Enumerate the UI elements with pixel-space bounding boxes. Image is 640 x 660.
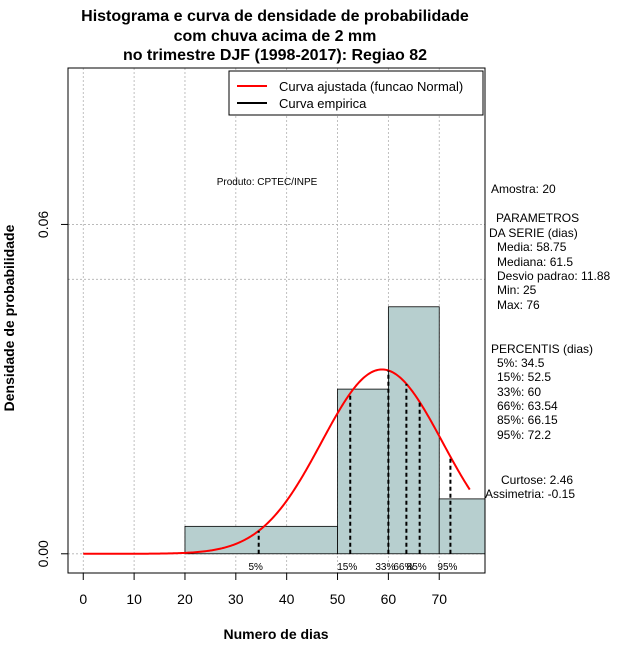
- x-tick-label-2: 20: [177, 591, 193, 607]
- x-tick-label-7: 70: [431, 591, 447, 607]
- stats-p66: 66%: 63.54: [497, 399, 558, 413]
- stats-percentiles-title: PERCENTIS (dias): [491, 342, 593, 356]
- stats-p95: 95%: 72.2: [497, 428, 551, 442]
- stats-p5: 5%: 34.5: [497, 356, 545, 370]
- stats-mean: Media: 58.75: [497, 240, 567, 254]
- legend-fit-label: Curva ajustada (funcao Normal): [279, 79, 463, 94]
- stats-min: Min: 25: [497, 283, 537, 297]
- stats-p15: 15%: 52.5: [497, 370, 551, 384]
- stats-sample: Amostra: 20: [491, 182, 556, 196]
- chart-title-line-2: com chuva acima de 2 mm: [174, 28, 377, 45]
- x-tick-label-3: 30: [228, 591, 244, 607]
- y-tick-label-0: 0.00: [35, 540, 51, 567]
- chart-title-line-3: no trimestre DJF (1998-2017): Regiao 82: [123, 47, 427, 64]
- bar-1: [337, 388, 389, 555]
- product-annotation: Produto: CPTEC/INPE: [217, 177, 318, 188]
- legend-box: [228, 70, 484, 116]
- y-axis-label: Densidade de probabilidade: [1, 224, 17, 411]
- stats-p85: 85%: 66.15: [497, 413, 558, 427]
- legend: Curva ajustada (funcao Normal) Curva emp…: [228, 70, 484, 116]
- x-tick-label-1: 10: [126, 591, 142, 607]
- stats-p33: 33%: 60: [497, 385, 541, 399]
- stats-parameters-title: PARAMETROS: [496, 211, 579, 225]
- stats-max: Max: 76: [497, 298, 540, 312]
- chart-title-line-1: Histograma e curva de densidade de proba…: [81, 8, 469, 25]
- x-axis: 0 10 20 30 40 50 60 70: [79, 572, 447, 607]
- x-tick-label-6: 60: [381, 591, 397, 607]
- percentile-label-0: 5%: [248, 562, 263, 573]
- bar-0: [184, 525, 338, 555]
- stats-parameters-subtitle: DA SERIE (dias): [489, 226, 578, 240]
- percentile-label-2: 33%: [375, 562, 395, 573]
- stats-median: Mediana: 61.5: [497, 255, 573, 269]
- legend-empirical-label: Curva empirica: [279, 96, 367, 111]
- x-tick-label-0: 0: [79, 591, 87, 607]
- percentile-label-5: 95%: [437, 562, 457, 573]
- stats-panel: Amostra: 20 PARAMETROS DA SERIE (dias) M…: [485, 182, 611, 501]
- fit-curve-line: [83, 368, 471, 555]
- percentile-label-1: 15%: [337, 562, 357, 573]
- stats-skewness: Assimetria: -0.15: [485, 487, 575, 501]
- stats-sd: Desvio padrao: 11.88: [497, 269, 611, 283]
- histogram-bars: [184, 306, 486, 555]
- percentile-label-3: 66%: [393, 562, 413, 573]
- bar-2: [387, 306, 440, 555]
- x-axis-label: Numero de dias: [223, 626, 328, 642]
- x-tick-label-4: 40: [279, 591, 295, 607]
- y-axis: 0.00 0.06: [35, 211, 69, 567]
- bar-3: [438, 498, 486, 555]
- x-tick-label-5: 50: [330, 591, 346, 607]
- y-tick-label-1: 0.06: [35, 211, 51, 238]
- normal-fit-curve: [83, 368, 471, 555]
- stats-kurtosis: Curtose: 2.46: [501, 473, 573, 487]
- percentile-label-4: 85%: [407, 562, 427, 573]
- percentile-lines: 5% 15% 33%66%85% 95%: [248, 370, 458, 573]
